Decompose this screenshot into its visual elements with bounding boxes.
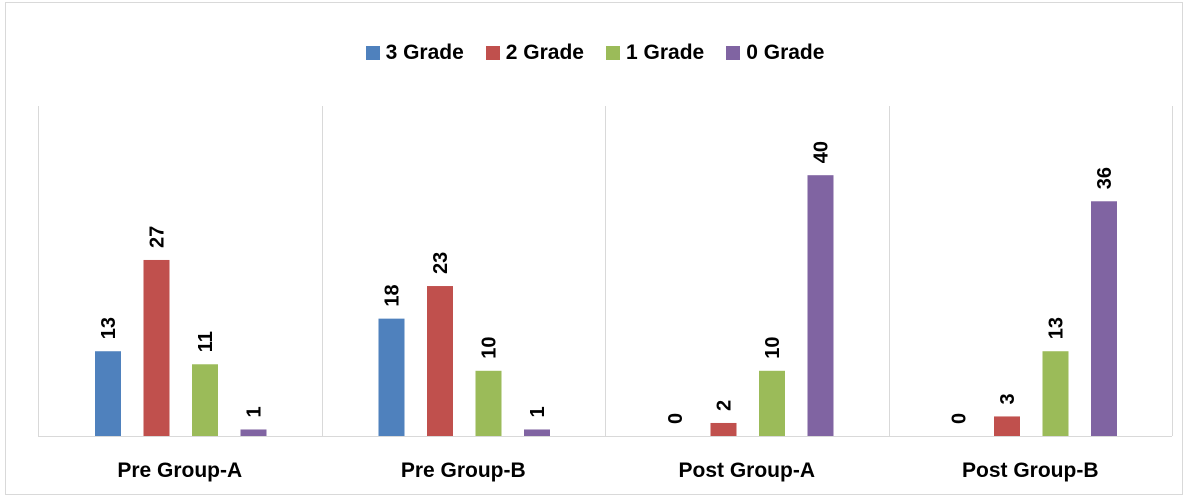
legend: 3 Grade 2 Grade 1 Grade 0 Grade	[0, 38, 1190, 68]
bar-1-grade	[475, 370, 502, 436]
bar-2-grade	[710, 422, 737, 436]
x-tick-label: Post Group-A	[679, 459, 816, 482]
bar-3-grade	[378, 318, 405, 436]
legend-item-1-grade: 1 Grade	[606, 41, 704, 65]
bar-0-grade	[1091, 201, 1117, 436]
legend-swatch-1-grade	[606, 46, 620, 60]
legend-swatch-3-grade	[365, 46, 380, 60]
data-label-2-grade: 23	[430, 252, 452, 274]
data-label-0-grade: 1	[244, 406, 266, 417]
data-label-3-grade: 18	[382, 284, 404, 306]
data-label-1-grade: 13	[1046, 317, 1068, 339]
data-label-3-grade: 0	[665, 413, 687, 424]
bar-2-grade	[427, 286, 453, 436]
legend-item-0-grade: 0 Grade	[726, 41, 824, 65]
bar-1-grade	[759, 370, 785, 436]
data-label-1-grade: 10	[479, 337, 501, 359]
bar-2-grade	[994, 416, 1020, 436]
data-label-1-grade: 10	[762, 337, 784, 359]
legend-swatch-0-grade	[726, 46, 741, 60]
legend-label-1-grade: 1 Grade	[626, 41, 705, 64]
legend-swatch-2-grade	[485, 46, 500, 60]
bar-3-grade	[95, 351, 121, 436]
legend-item-2-grade: 2 Grade	[485, 41, 584, 65]
data-label-2-grade: 3	[997, 393, 1019, 404]
legend-item-3-grade: 3 Grade	[365, 41, 464, 65]
x-tick-label: Post Group-B	[962, 459, 1099, 482]
bar-2-grade	[143, 259, 170, 436]
legend-label-3-grade: 3 Grade	[385, 41, 464, 64]
data-label-2-grade: 2	[714, 400, 736, 411]
bar-0-grade	[807, 175, 834, 436]
bar-0-grade	[524, 429, 550, 436]
legend-label-0-grade: 0 Grade	[746, 41, 825, 64]
data-label-1-grade: 11	[195, 331, 217, 352]
x-tick-label: Pre Group-A	[117, 459, 242, 482]
data-label-0-grade: 1	[527, 406, 549, 417]
data-label-3-grade: 0	[949, 413, 971, 424]
x-tick-label: Pre Group-B	[401, 459, 526, 482]
bar-1-grade	[192, 364, 218, 436]
bar-1-grade	[1042, 351, 1069, 436]
data-label-2-grade: 27	[147, 226, 169, 248]
data-label-0-grade: 36	[1094, 167, 1116, 189]
legend-label-2-grade: 2 Grade	[505, 41, 584, 64]
bar-0-grade	[240, 429, 267, 436]
data-label-0-grade: 40	[811, 141, 833, 163]
data-label-3-grade: 13	[98, 317, 120, 339]
